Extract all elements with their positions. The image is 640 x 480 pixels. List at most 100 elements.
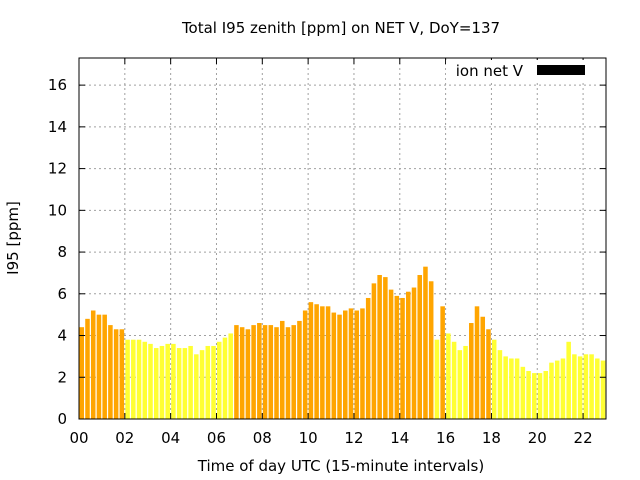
bar bbox=[509, 358, 514, 419]
bar bbox=[463, 345, 468, 419]
bar bbox=[388, 289, 394, 419]
y-tick-label: 12 bbox=[48, 160, 67, 178]
legend: ion net V bbox=[446, 60, 598, 80]
bar bbox=[514, 358, 520, 419]
bar bbox=[572, 354, 577, 419]
x-tick-labels: 00 02 04 06 08 10 12 14 16 18 20 22 bbox=[69, 429, 592, 447]
bar bbox=[469, 323, 474, 419]
x-tick-label: 16 bbox=[436, 429, 455, 447]
x-tick-label: 04 bbox=[161, 429, 180, 447]
bar bbox=[297, 320, 302, 419]
y-tick-label: 16 bbox=[48, 76, 67, 94]
bar bbox=[148, 343, 153, 419]
legend-label: ion net V bbox=[456, 62, 524, 80]
y-axis-label: I95 [ppm] bbox=[4, 201, 22, 275]
bar bbox=[102, 314, 107, 419]
x-tick-label: 12 bbox=[344, 429, 363, 447]
bar bbox=[377, 275, 382, 419]
bar bbox=[171, 343, 176, 419]
x-tick-label: 18 bbox=[482, 429, 501, 447]
x-tick-label: 08 bbox=[253, 429, 272, 447]
bar bbox=[394, 295, 400, 419]
bar bbox=[131, 339, 136, 419]
bar bbox=[108, 325, 113, 419]
bar bbox=[428, 281, 434, 419]
bar bbox=[354, 310, 359, 419]
x-tick-label: 14 bbox=[390, 429, 409, 447]
bar bbox=[549, 362, 554, 419]
bar bbox=[383, 277, 388, 419]
y-tick-label: 14 bbox=[48, 118, 67, 136]
bar bbox=[343, 310, 348, 419]
plot-frame bbox=[78, 57, 607, 420]
bar bbox=[222, 337, 228, 419]
x-tick-label: 00 bbox=[69, 429, 88, 447]
bars bbox=[79, 266, 606, 419]
bar bbox=[153, 348, 159, 419]
bar bbox=[371, 283, 377, 419]
x-tick-label: 10 bbox=[299, 429, 318, 447]
bar bbox=[320, 306, 325, 419]
bar bbox=[365, 297, 371, 419]
bar bbox=[205, 345, 211, 419]
bar bbox=[348, 308, 354, 419]
bar bbox=[188, 345, 193, 419]
y-tick-label: 4 bbox=[57, 327, 67, 345]
bar bbox=[274, 327, 279, 419]
bar bbox=[79, 327, 85, 419]
bar bbox=[159, 345, 165, 419]
bar bbox=[279, 320, 285, 419]
bar bbox=[583, 354, 589, 419]
bar bbox=[234, 325, 239, 419]
bar bbox=[457, 350, 463, 419]
bar bbox=[589, 354, 594, 419]
bar bbox=[595, 358, 600, 419]
chart-title: Total I95 zenith [ppm] on NET V, DoY=137 bbox=[181, 19, 500, 37]
bar bbox=[257, 323, 262, 419]
bar bbox=[486, 329, 491, 419]
bar bbox=[142, 341, 148, 419]
grid bbox=[79, 58, 606, 419]
x-tick-label: 22 bbox=[574, 429, 593, 447]
bar bbox=[577, 356, 583, 419]
x-tick-label: 02 bbox=[115, 429, 134, 447]
bar bbox=[337, 314, 342, 419]
bar bbox=[325, 306, 331, 419]
bar bbox=[560, 358, 566, 419]
bar bbox=[85, 318, 90, 419]
bar bbox=[308, 302, 314, 419]
bar bbox=[554, 360, 560, 419]
bar bbox=[182, 348, 188, 419]
y-tick-label: 10 bbox=[48, 201, 67, 219]
bar bbox=[600, 360, 606, 419]
bar bbox=[125, 339, 130, 419]
bar bbox=[446, 333, 451, 419]
bar bbox=[291, 325, 296, 419]
bar bbox=[423, 266, 428, 419]
bar bbox=[199, 350, 205, 419]
bar bbox=[96, 314, 102, 419]
bar bbox=[211, 345, 216, 419]
bar bbox=[262, 325, 268, 419]
bar bbox=[520, 366, 526, 419]
bar bbox=[406, 291, 411, 419]
bar bbox=[526, 371, 531, 419]
bar bbox=[417, 275, 422, 419]
bar bbox=[537, 373, 543, 419]
bar bbox=[434, 339, 440, 419]
legend-swatch bbox=[537, 65, 585, 75]
bar bbox=[239, 327, 245, 419]
bar bbox=[543, 371, 549, 419]
bar bbox=[228, 333, 233, 419]
bar bbox=[302, 310, 308, 419]
x-tick-label: 06 bbox=[207, 429, 226, 447]
bar bbox=[216, 341, 222, 419]
y-tick-label: 6 bbox=[57, 285, 67, 303]
bar bbox=[136, 339, 142, 419]
bar bbox=[440, 306, 445, 419]
bar bbox=[400, 297, 405, 419]
bar bbox=[314, 304, 319, 419]
ticks bbox=[78, 58, 606, 420]
y-tick-label: 2 bbox=[57, 368, 67, 386]
